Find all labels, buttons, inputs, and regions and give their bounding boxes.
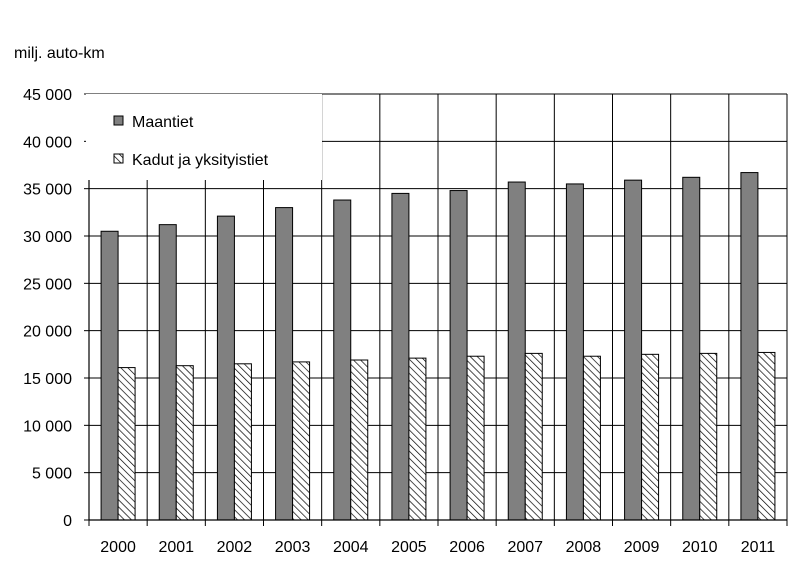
x-tick-label: 2009: [624, 539, 660, 556]
y-tick-label: 30 000: [23, 229, 72, 246]
x-tick-label: 2006: [449, 539, 485, 556]
bar-maantiet-2011: [740, 172, 759, 521]
x-tick-label: 2005: [391, 539, 427, 556]
bar-kadut-2003: [292, 361, 311, 521]
bar-maantiet-2000: [100, 230, 119, 521]
bar-kadut-2007: [524, 352, 543, 521]
legend-label-kadut: Kadut ja yksityistiet: [132, 152, 269, 169]
x-tick-label: 2000: [100, 539, 136, 556]
y-tick-label: 10 000: [23, 418, 72, 435]
bar-maantiet-2007: [507, 181, 526, 521]
x-tick-labels: 2000 2001 2002 2003 2004 2005 2006 2007 2008 2009…: [100, 539, 775, 556]
y-tick-label: 20 000: [23, 324, 72, 341]
bar-kadut-2002: [233, 363, 252, 521]
x-tick-label: 2002: [217, 539, 253, 556]
x-tick-label: 2003: [275, 539, 311, 556]
bar-maantiet-2006: [449, 190, 468, 521]
bar-kadut-2004: [350, 359, 369, 521]
bar-maantiet-2002: [216, 215, 235, 521]
bar-kadut-2005: [408, 357, 427, 521]
x-tick-label: 2001: [158, 539, 194, 556]
y-tick-label: 5 000: [32, 466, 72, 483]
x-tick-label: 2008: [566, 539, 602, 556]
y-tick-label: 35 000: [23, 182, 72, 199]
bar-kadut-2011: [757, 351, 776, 521]
legend-swatch-maantiet: [113, 115, 124, 126]
bar-kadut-2010: [699, 352, 718, 521]
legend-label-maantiet: Maantiet: [132, 114, 194, 131]
bar-kadut-2008: [582, 355, 601, 521]
bars: [100, 172, 776, 521]
x-tick-label: 2007: [507, 539, 543, 556]
x-tick-label: 2011: [741, 539, 776, 556]
x-tick-label: 2004: [333, 539, 369, 556]
bar-maantiet-2004: [333, 199, 352, 521]
bar-maantiet-2003: [275, 207, 294, 521]
bar-maantiet-2009: [624, 179, 643, 521]
legend: Maantiet Kadut ja yksityistiet: [86, 94, 322, 180]
bar-kadut-2001: [175, 365, 194, 521]
legend-swatch-kadut: [113, 153, 124, 164]
x-tick-label: 2010: [682, 539, 718, 556]
bar-maantiet-2005: [391, 192, 410, 521]
y-tick-labels: 0 5 000 10 000 15 000 20 000 25 000 30 000 35 0…: [23, 87, 72, 530]
y-tick-label: 40 000: [23, 134, 72, 151]
y-tick-label: 0: [63, 513, 72, 530]
legend-box: [86, 94, 322, 180]
y-tick-label: 15 000: [23, 371, 72, 388]
bar-kadut-2006: [466, 355, 485, 521]
bar-maantiet-2008: [565, 183, 584, 521]
bar-maantiet-2001: [158, 224, 177, 521]
y-axis-unit-label: milj. auto-km: [14, 45, 105, 62]
bar-kadut-2009: [641, 353, 660, 521]
y-tick-label: 45 000: [23, 87, 72, 104]
y-tick-label: 25 000: [23, 276, 72, 293]
bar-kadut-2000: [117, 367, 136, 521]
bar-maantiet-2010: [682, 176, 701, 521]
